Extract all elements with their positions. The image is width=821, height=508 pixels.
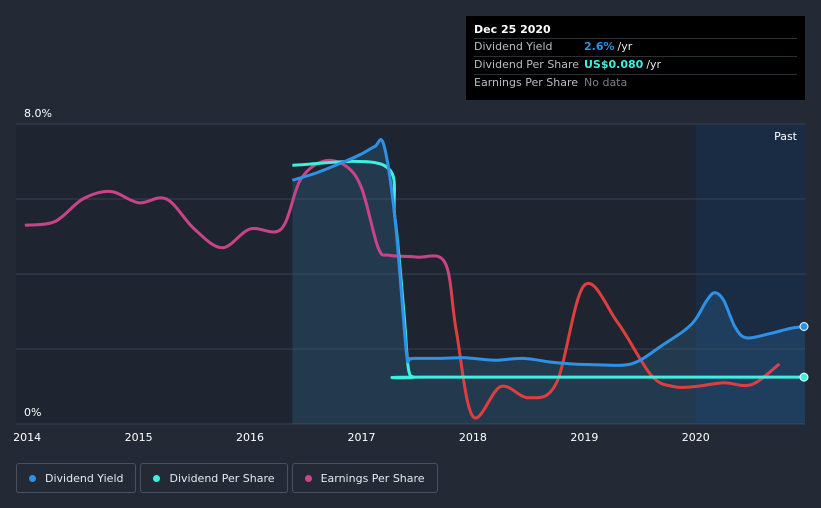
dividend-yield-area <box>292 139 805 424</box>
earnings-per-share-line <box>24 158 781 420</box>
series-lines <box>24 138 806 420</box>
hover-tooltip: Dec 25 2020 Dividend Yield 2.6% /yr Divi… <box>466 16 805 100</box>
y-tick-label: 8.0% <box>24 107 52 120</box>
tooltip-value: US$0.080 <box>584 58 644 71</box>
legend-dot-icon <box>304 474 312 482</box>
dividend-per-share-end-marker <box>799 372 809 382</box>
x-tick-label: 2020 <box>682 431 710 444</box>
dividend-yield-end-marker <box>799 322 809 331</box>
dividend-per-share-line <box>292 159 805 380</box>
tooltip-unit: /yr <box>617 40 633 53</box>
tooltip-row-dividend-yield: Dividend Yield 2.6% /yr <box>474 38 797 56</box>
tooltip-row-dividend-per-share: Dividend Per Share US$0.080 /yr <box>474 56 797 74</box>
past-label: Past <box>774 130 798 143</box>
y-axis-tick-labels: 8.0% 0% <box>24 107 52 419</box>
y-tick-label: 0% <box>24 406 41 419</box>
tooltip-unit: /yr <box>646 58 662 71</box>
legend-label: Earnings Per Share <box>320 471 425 485</box>
chart-legend: Dividend Yield Dividend Per Share Earnin… <box>16 463 438 493</box>
tooltip-value: 2.6% <box>584 40 615 53</box>
legend-item-dividend-per-share[interactable]: Dividend Per Share <box>140 463 288 493</box>
tooltip-label: Earnings Per Share <box>474 76 579 89</box>
dividend-yield-line <box>291 138 806 367</box>
legend-item-dividend-yield[interactable]: Dividend Yield <box>16 463 137 493</box>
x-tick-label: 2014 <box>13 431 41 444</box>
legend-item-earnings-per-share[interactable]: Earnings Per Share <box>291 463 438 493</box>
legend-label: Dividend Per Share <box>169 471 275 485</box>
series-areas <box>292 139 805 424</box>
tooltip-row-earnings-per-share: Earnings Per Share No data <box>474 74 797 92</box>
x-tick-label: 2019 <box>570 431 598 444</box>
tooltip-date: Dec 25 2020 <box>474 23 551 36</box>
legend-dot-icon <box>29 474 36 482</box>
series-end-markers <box>799 322 809 382</box>
x-tick-label: 2017 <box>347 431 375 444</box>
x-tick-label: 2016 <box>236 431 264 444</box>
tooltip-value: No data <box>584 76 628 89</box>
tooltip-label: Dividend Yield <box>474 40 553 53</box>
legend-label: Dividend Yield <box>45 471 124 485</box>
tooltip-label: Dividend Per Share <box>474 58 580 71</box>
legend-dot-icon <box>153 474 161 482</box>
x-tick-label: 2015 <box>125 431 153 444</box>
x-tick-label: 2018 <box>459 431 487 444</box>
y-gridlines <box>16 123 805 425</box>
x-axis-tick-labels: 2014 2015 2016 2017 2018 2019 2020 <box>13 431 710 444</box>
